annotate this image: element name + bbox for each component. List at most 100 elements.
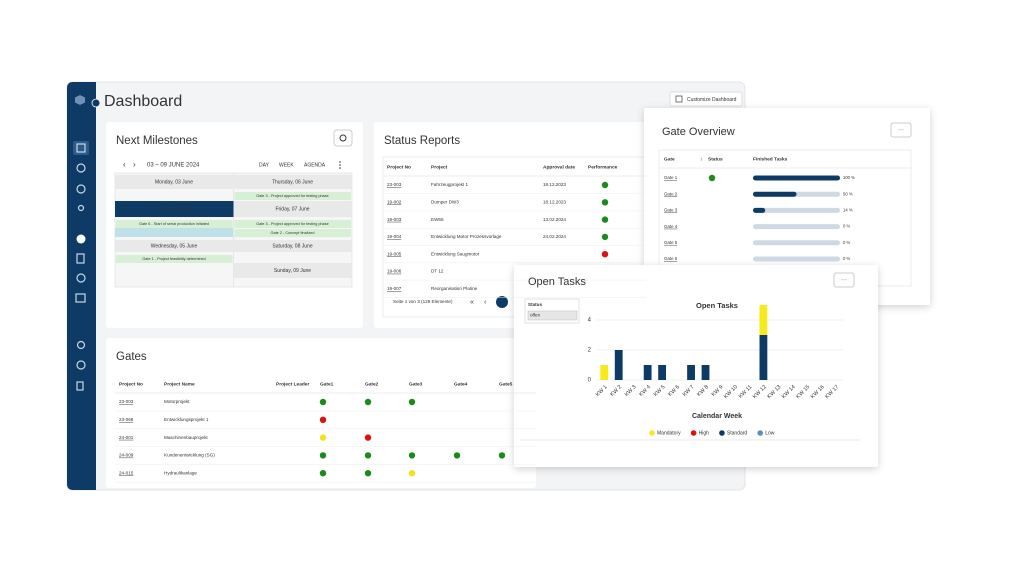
gate-dot [364, 434, 372, 441]
event[interactable] [234, 229, 352, 237]
gate-link[interactable]: Gate 3 [664, 208, 678, 213]
progress-track [753, 240, 840, 246]
project-link[interactable]: 23-003 [387, 182, 402, 187]
nav-help[interactable] [76, 360, 86, 370]
gate-dot [408, 452, 416, 459]
project-name: Dumper DW3 [431, 200, 459, 205]
project-name: Entwicklungsprojekt 1 [164, 417, 209, 422]
gate-link[interactable]: Gate 1 [664, 175, 678, 180]
event-label: Gate 6 - Start of serial production init… [139, 222, 209, 226]
legend-label[interactable]: Low [765, 430, 775, 436]
event-label: Gate 2 - Concept finalized [271, 231, 315, 235]
nav-icon[interactable] [75, 293, 86, 303]
sidebar [67, 82, 96, 490]
legend-swatch[interactable] [757, 430, 764, 436]
event[interactable] [116, 220, 233, 228]
legend-swatch[interactable] [690, 430, 697, 436]
day-header [233, 240, 352, 252]
nav-icon[interactable] [76, 273, 86, 283]
event[interactable] [116, 255, 233, 263]
milestones-settings[interactable] [333, 129, 353, 147]
menu-icon: ··· [841, 278, 847, 284]
gate-dot [319, 416, 327, 423]
project-name: Motorprojekt [164, 399, 190, 404]
week-range[interactable]: 03 – 09 JUNE 2024 [147, 163, 200, 169]
bar [759, 305, 768, 335]
legend-label[interactable]: Mandatory [657, 430, 681, 436]
legend-swatch[interactable] [649, 430, 655, 436]
nav-icon[interactable] [76, 163, 86, 173]
gate-link[interactable]: Gate 6 [664, 256, 678, 261]
project-link[interactable]: 19-005 [387, 251, 402, 256]
y-tick-label: 4 [588, 318, 592, 324]
bar [658, 365, 667, 380]
gate-link[interactable]: Gate 5 [664, 240, 678, 245]
project-link[interactable]: 19-006 [387, 269, 402, 274]
collapse-toggle[interactable] [91, 98, 101, 108]
day-label: Monday, 03 June [155, 179, 193, 185]
gate-dot [319, 398, 327, 406]
y-tick-label: 0 [588, 378, 592, 384]
bar [600, 365, 609, 380]
next-week[interactable]: › [133, 160, 136, 169]
first-page[interactable]: « [470, 299, 474, 306]
page-number: 1 [501, 300, 504, 306]
project-link[interactable]: 19-007 [387, 286, 402, 291]
legend-label[interactable]: High [699, 430, 710, 436]
nav-icon[interactable] [77, 204, 85, 212]
filter-input[interactable] [527, 310, 578, 321]
project-link[interactable]: 19-002 [387, 200, 402, 205]
performance-dot [601, 181, 609, 189]
project-link[interactable]: 24-001 [119, 435, 134, 440]
column-header: Approval date [543, 164, 575, 170]
project-link[interactable]: 24-015 [119, 470, 134, 475]
open-tasks-menu[interactable] [833, 272, 855, 288]
progress-label: 50 % [843, 191, 853, 196]
progress-track [753, 224, 840, 230]
card-title: Next Milestones [116, 135, 198, 147]
progress-label: 0 % [843, 256, 850, 261]
column-header: Gate2 [365, 381, 379, 387]
prev-week[interactable]: ‹ [123, 160, 126, 169]
column-header: Gate1 [320, 381, 334, 387]
nav-icon[interactable] [76, 184, 86, 194]
gate-dot [319, 434, 327, 441]
gate-link[interactable]: Gate 4 [664, 224, 678, 229]
approval-date: 18.12.2023 [543, 182, 566, 187]
nav-settings[interactable] [76, 340, 86, 350]
project-name: Hydraulikanlage [164, 470, 197, 475]
day-label: Tuesday, 04 June [154, 206, 193, 212]
card-title: Status Reports [384, 135, 460, 147]
menu-dot[interactable] [339, 161, 341, 163]
nav-icon[interactable] [76, 253, 85, 264]
project-name: Reorganisation Platine [431, 286, 478, 291]
customize-button[interactable] [669, 91, 743, 107]
legend-swatch[interactable] [719, 430, 725, 436]
sort-icon[interactable]: ↕ [700, 156, 703, 162]
gate-overview-menu[interactable] [890, 122, 912, 138]
nav-dashboard[interactable] [76, 143, 86, 153]
prev-page[interactable]: ‹ [484, 299, 487, 306]
legend-label[interactable]: Standard [727, 430, 748, 436]
nav-logout[interactable] [76, 381, 84, 391]
view-tab[interactable]: DAY [259, 162, 270, 168]
menu-dot [339, 167, 341, 169]
project-link[interactable]: 19-004 [387, 234, 402, 239]
nav-active[interactable] [73, 141, 89, 155]
project-link[interactable]: 24-009 [119, 453, 134, 458]
progress-track [753, 256, 840, 262]
view-tab[interactable]: WEEK [279, 162, 294, 168]
project-link[interactable]: 23-003 [119, 399, 134, 404]
project-link[interactable]: 23-068 [119, 417, 134, 422]
gate-link[interactable]: Gate 2 [664, 191, 678, 196]
project-name: Entwicklung Motor Prozessvorlage [431, 234, 502, 239]
page-current[interactable] [496, 296, 508, 308]
event[interactable] [234, 192, 352, 200]
event[interactable] [234, 220, 352, 228]
view-tab[interactable]: AGENDA [304, 162, 326, 168]
filter-label: Status [528, 302, 542, 307]
nav-icon[interactable] [76, 234, 86, 244]
bar [643, 365, 652, 380]
event-label: Gate 3 - Project approved for testing ph… [256, 194, 329, 198]
project-link[interactable]: 19-003 [387, 217, 402, 222]
